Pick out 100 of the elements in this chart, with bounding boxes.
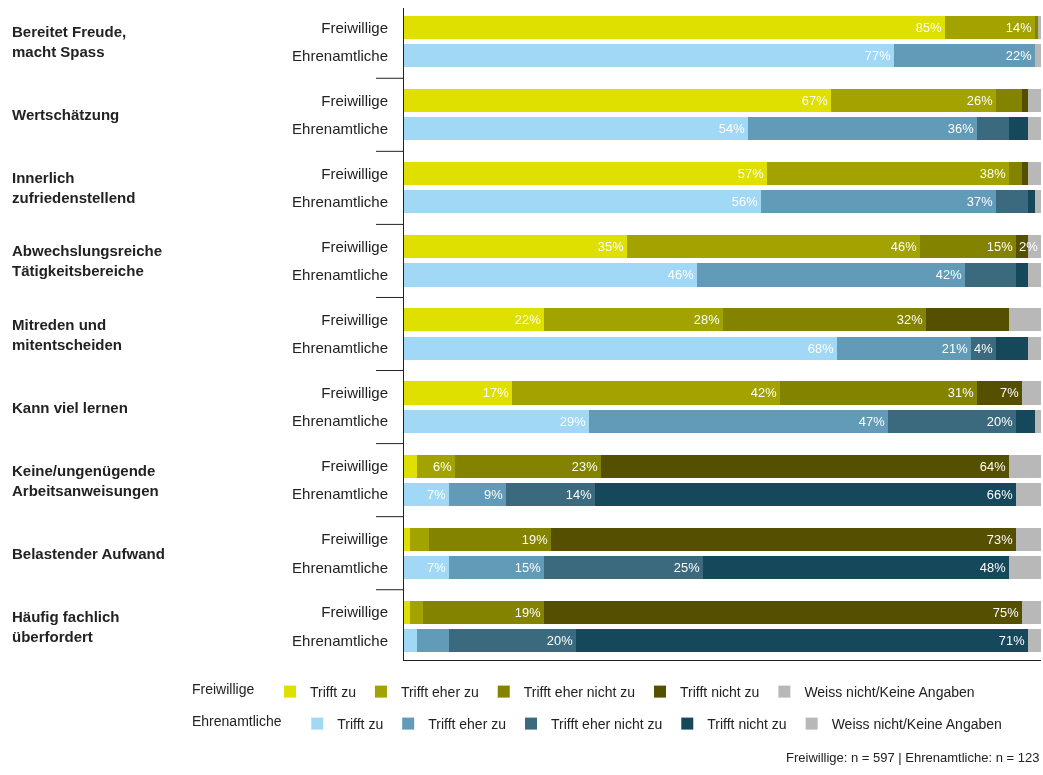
bar — [410, 528, 429, 551]
data-label: 14% — [1005, 19, 1032, 35]
bar — [544, 601, 1022, 624]
y-tick-label: Ehrenamtliche — [292, 193, 388, 211]
text: Keine/ungenügende Arbeitsanweisungen — [12, 462, 159, 499]
bar — [703, 556, 1009, 579]
bar — [404, 44, 894, 67]
text: Innerlich zufriedenstellend — [12, 169, 136, 206]
bar — [1009, 308, 1041, 331]
text: Mitreden und mitentscheiden — [12, 316, 123, 353]
y-tick-label: Ehrenamtliche — [292, 412, 388, 430]
bar — [1009, 117, 1028, 140]
bar — [1009, 162, 1022, 185]
data-label: 22% — [1005, 47, 1032, 63]
bar — [1035, 410, 1041, 433]
data-label: 32% — [896, 311, 923, 327]
legend-label: Trifft zu — [337, 716, 384, 733]
bar — [1028, 629, 1041, 652]
data-label: 6% — [433, 458, 452, 474]
y-tick-label: Ehrenamtliche — [292, 266, 388, 284]
bar — [404, 601, 410, 624]
bar — [404, 556, 449, 579]
data-label: 38% — [979, 165, 1006, 181]
bar — [449, 629, 576, 652]
bar — [627, 235, 920, 258]
bar — [404, 528, 410, 551]
data-label: 57% — [737, 165, 764, 181]
data-label: 23% — [571, 458, 598, 474]
data-label: 77% — [864, 47, 891, 63]
bar — [1016, 410, 1035, 433]
data-label: 7% — [1000, 385, 1019, 401]
data-label: 15% — [986, 238, 1013, 254]
bar — [1035, 44, 1041, 67]
legend-label: Trifft nicht zu — [680, 684, 760, 701]
data-label: 67% — [801, 92, 828, 108]
data-label: 9% — [484, 486, 503, 502]
text: Kann viel lernen — [12, 399, 128, 416]
bar — [1028, 117, 1041, 140]
bar — [1028, 263, 1041, 287]
data-label: 36% — [947, 120, 974, 136]
y-tick-label: Freiwillige — [321, 238, 388, 256]
data-label: 15% — [514, 559, 541, 575]
bar — [544, 556, 703, 579]
text: Wertschätzung — [12, 106, 120, 123]
bar — [723, 308, 926, 331]
text: Freiwillige: n = 597 | Ehrenamtliche: n = 123 — [786, 750, 1040, 765]
bar — [977, 117, 1009, 140]
data-label: 28% — [693, 311, 720, 327]
bar — [404, 263, 697, 287]
bar — [404, 235, 627, 258]
bar — [423, 601, 544, 624]
bar — [1022, 89, 1028, 112]
bar — [831, 89, 996, 112]
bar — [429, 528, 551, 551]
bar — [1028, 162, 1041, 185]
data-label: 14% — [565, 486, 592, 502]
y-tick-label: Ehrenamtliche — [292, 47, 388, 65]
bar — [404, 16, 945, 39]
bar — [767, 162, 1009, 185]
legend-label: Trifft eher zu — [428, 716, 506, 733]
bar — [1016, 483, 1041, 506]
bar — [404, 89, 831, 112]
legend-label: Trifft eher zu — [400, 684, 479, 701]
y-tick-label: Freiwillige — [321, 311, 388, 329]
bar — [1028, 89, 1041, 112]
legend-label: Weiss nicht/Keine Angaben — [831, 716, 1002, 733]
bar — [589, 410, 888, 433]
bar — [544, 308, 723, 331]
bar — [1028, 190, 1035, 213]
data-label: 64% — [979, 458, 1006, 474]
bar — [894, 44, 1035, 67]
data-label: 46% — [890, 238, 917, 254]
data-label: 71% — [998, 632, 1025, 648]
data-label: 31% — [947, 385, 974, 401]
legend-label: Weiss nicht/Keine Angaben — [804, 684, 975, 701]
data-label: 4% — [974, 340, 993, 356]
bar — [404, 308, 544, 331]
text: Abwechslungsreiche Tätigkeitsbereiche — [12, 242, 163, 279]
text: Häufig fachlich überfordert — [12, 608, 120, 645]
y-tick-label: Freiwillige — [321, 384, 388, 402]
y-tick-label: Ehrenamtliche — [292, 558, 388, 576]
bar — [595, 483, 1016, 506]
y-tick-label: Ehrenamtliche — [292, 631, 388, 649]
category-label: Ehrenamtliche — [192, 713, 282, 730]
y-tick-label: Ehrenamtliche — [292, 485, 388, 503]
bar — [410, 601, 423, 624]
bar — [404, 381, 512, 405]
bar — [780, 381, 977, 405]
y-tick-label: Ehrenamtliche — [292, 120, 388, 138]
data-label: 47% — [858, 413, 885, 429]
bar — [761, 190, 996, 213]
bar — [506, 483, 595, 506]
bar — [888, 410, 1016, 433]
legend-label: Trifft nicht zu — [707, 716, 787, 733]
bar — [404, 455, 417, 478]
bar — [697, 263, 965, 287]
bar — [404, 190, 761, 213]
y-tick-label: Ehrenamtliche — [292, 339, 388, 357]
bar — [601, 455, 1009, 478]
bar — [449, 556, 544, 579]
